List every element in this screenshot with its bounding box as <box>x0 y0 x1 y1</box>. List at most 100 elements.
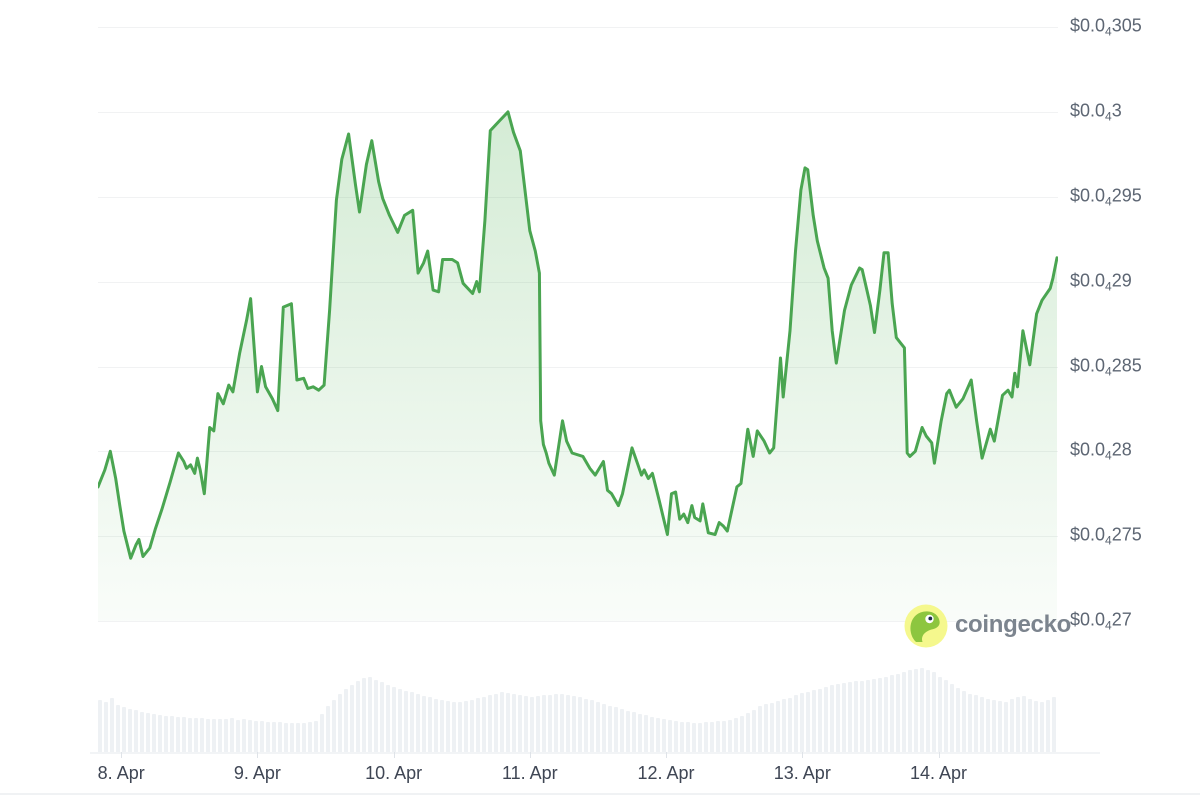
volume-bar <box>542 695 546 752</box>
volume-bar <box>764 704 768 752</box>
x-axis-tick <box>393 752 395 758</box>
volume-bar <box>680 722 684 752</box>
volume-bar <box>236 720 240 752</box>
volume-bar <box>302 723 306 752</box>
volume-bar <box>512 694 516 752</box>
volume-bar <box>866 680 870 752</box>
volume-bar <box>374 680 378 752</box>
y-axis-label: $0.043 <box>1070 100 1122 124</box>
volume-bar <box>722 721 726 752</box>
volume-bar <box>752 710 756 752</box>
coingecko-gecko-icon <box>904 604 948 648</box>
volume-bar <box>800 693 804 752</box>
volume-bar <box>116 705 120 752</box>
volume-bar <box>590 700 594 752</box>
y-axis-label: $0.0428 <box>1070 439 1132 463</box>
volume-bar <box>362 678 366 752</box>
volume-bar <box>284 723 288 752</box>
volume-bar <box>296 723 300 752</box>
volume-bar <box>554 694 558 752</box>
volume-bar <box>584 699 588 752</box>
volume-bar <box>650 717 654 752</box>
volume-bar <box>1034 701 1038 752</box>
volume-bar <box>242 719 246 752</box>
y-axis-label: $0.04295 <box>1070 185 1142 209</box>
volume-bar <box>662 719 666 752</box>
volume-bar <box>830 685 834 752</box>
volume-bar <box>344 689 348 752</box>
volume-bar <box>974 695 978 752</box>
volume-bar <box>452 702 456 752</box>
bottom-divider <box>0 793 1200 795</box>
volume-bar <box>164 716 168 752</box>
coingecko-watermark[interactable]: coingecko <box>903 601 1071 649</box>
y-axis-label: $0.0429 <box>1070 270 1132 294</box>
volume-bar <box>572 696 576 752</box>
volume-bar <box>170 716 174 752</box>
volume-bar <box>1016 697 1020 752</box>
volume-bar <box>1010 699 1014 752</box>
y-axis-label: $0.0427 <box>1070 609 1132 633</box>
x-axis-label: 11. Apr <box>501 763 558 783</box>
volume-bar <box>986 699 990 752</box>
volume-bar <box>668 720 672 752</box>
volume-bar <box>290 723 294 752</box>
volume-bar <box>638 714 642 752</box>
volume-bar <box>104 702 108 752</box>
volume-bar <box>314 721 318 752</box>
volume-bar <box>782 699 786 752</box>
y-axis-label: $0.04305 <box>1070 15 1142 39</box>
volume-bar <box>980 697 984 752</box>
volume-bar <box>158 715 162 752</box>
volume-bar <box>434 699 438 752</box>
volume-bar <box>398 689 402 752</box>
volume-bar <box>932 672 936 752</box>
x-axis-label: 8. Apr <box>97 763 145 783</box>
gridline <box>98 621 1058 622</box>
volume-bar <box>644 715 648 752</box>
x-axis-tick <box>666 752 667 758</box>
volume-bar <box>338 694 342 752</box>
volume-bar <box>206 719 210 752</box>
volume-bar <box>224 719 228 752</box>
volume-bar <box>944 680 948 752</box>
volume-bar <box>788 698 792 752</box>
gridline <box>98 27 1058 29</box>
x-axis-label: 14. Apr <box>909 763 968 783</box>
volume-bar <box>1046 700 1050 752</box>
volume-bar <box>410 692 414 752</box>
volume-bar <box>578 697 582 752</box>
volume-bar <box>848 682 852 752</box>
volume-bar <box>440 700 444 752</box>
volume-bar <box>698 723 702 752</box>
volume-bar <box>380 682 384 752</box>
volume-bar <box>950 684 954 752</box>
volume-bar <box>200 718 204 752</box>
volume-bar <box>98 700 102 752</box>
volume-bar <box>872 679 876 752</box>
volume-bar <box>110 698 114 752</box>
volume-bar <box>620 709 624 752</box>
volume-bar <box>962 691 966 752</box>
volume-bar <box>758 706 762 752</box>
volume-bar <box>536 696 540 752</box>
volume-bar <box>656 718 660 752</box>
volume-bar <box>152 714 156 752</box>
volume-bar <box>746 713 750 752</box>
volume-bar <box>704 722 708 752</box>
volume-bar <box>734 718 738 752</box>
y-axis-label: $0.04285 <box>1070 355 1142 378</box>
volume-bar <box>626 711 630 752</box>
x-axis-label: 13. Apr <box>773 763 831 783</box>
volume-bar <box>470 700 474 752</box>
volume-bar <box>272 722 276 752</box>
volume-bar <box>728 720 732 752</box>
volume-bar <box>794 695 798 752</box>
gridline <box>98 451 1058 453</box>
volume-bar <box>194 718 198 752</box>
x-axis-tick <box>938 752 940 758</box>
x-axis-label: 9. Apr <box>233 763 281 783</box>
volume-bar <box>836 684 840 752</box>
volume-bar <box>332 700 336 752</box>
